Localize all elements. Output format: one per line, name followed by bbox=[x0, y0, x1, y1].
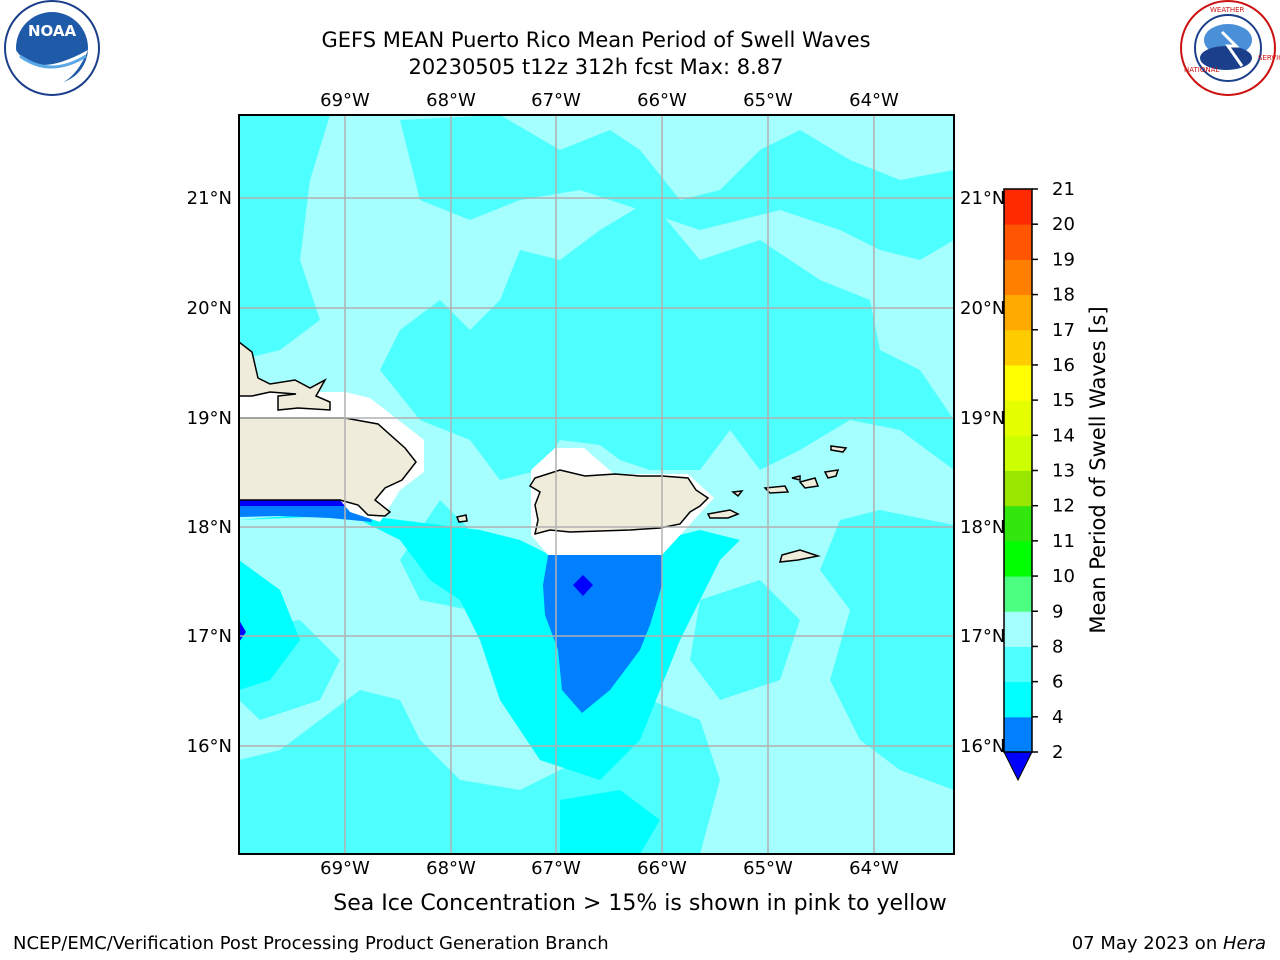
lon-label: 67°W bbox=[531, 90, 581, 111]
lat-label: 16°N bbox=[960, 736, 1005, 757]
lon-label: 69°W bbox=[320, 858, 370, 879]
lon-label: 69°W bbox=[320, 90, 370, 111]
swell-contour-dark bbox=[543, 555, 662, 713]
lat-label: 20°N bbox=[960, 298, 1005, 319]
colorbar-tick-label: 11 bbox=[1052, 531, 1075, 552]
vieques-land bbox=[706, 509, 740, 519]
lon-label: 65°W bbox=[743, 90, 793, 111]
lon-label: 68°W bbox=[426, 858, 476, 879]
lat-label: 21°N bbox=[960, 188, 1005, 209]
footer-date: 07 May 2023 on Hera bbox=[1072, 933, 1266, 954]
colorbar-segment bbox=[1004, 294, 1032, 331]
lat-label: 19°N bbox=[187, 408, 232, 429]
colorbar-tick-label: 16 bbox=[1052, 355, 1075, 376]
footer-date-text: 07 May 2023 on bbox=[1071, 933, 1223, 954]
colorbar-tick-label: 20 bbox=[1052, 214, 1075, 235]
lat-label: 21°N bbox=[187, 188, 232, 209]
lat-label: 17°N bbox=[960, 626, 1005, 647]
puerto-rico-land bbox=[528, 469, 710, 536]
noaa-logo-text: NOAA bbox=[28, 22, 77, 40]
colorbar-segment bbox=[1004, 189, 1032, 225]
colorbar-tick-label: 4 bbox=[1052, 707, 1063, 728]
lat-label: 17°N bbox=[187, 626, 232, 647]
colorbar-segment bbox=[1004, 364, 1032, 401]
hispaniola-land bbox=[239, 341, 417, 517]
swell-contour-dark-west bbox=[239, 502, 372, 522]
noaa-logo: NOAA bbox=[4, 0, 100, 96]
colorbar-tick-label: 8 bbox=[1052, 636, 1063, 657]
map-frame bbox=[238, 114, 955, 855]
map-grid bbox=[239, 115, 954, 854]
colorbar-segment bbox=[1004, 470, 1032, 507]
lat-label: 20°N bbox=[187, 298, 232, 319]
lon-label: 64°W bbox=[849, 90, 899, 111]
lon-label: 67°W bbox=[531, 858, 581, 879]
colorbar-extend-arrow bbox=[1003, 751, 1033, 782]
lon-label: 66°W bbox=[637, 90, 687, 111]
colorbar-tick-label: 10 bbox=[1052, 566, 1075, 587]
colorbar-tick-label: 15 bbox=[1052, 390, 1075, 411]
sea-ice-caption: Sea Ice Concentration > 15% is shown in … bbox=[333, 891, 947, 916]
colorbar-segment bbox=[1004, 716, 1032, 753]
colorbar-label: Mean Period of Swell Waves [s] bbox=[1086, 306, 1110, 633]
lon-label: 64°W bbox=[849, 858, 899, 879]
virgin-islands-land bbox=[455, 445, 848, 563]
lon-label: 65°W bbox=[743, 858, 793, 879]
colorbar: 2 4 6 8 9 10 11 12 13 14 15 16 17 18 19 20 21 bbox=[1003, 179, 1075, 782]
lat-label: 19°N bbox=[960, 408, 1005, 429]
footer-host: Hera bbox=[1222, 933, 1266, 954]
svg-text:SERVICE: SERVICE bbox=[1258, 54, 1280, 62]
colorbar-tick-label: 21 bbox=[1052, 179, 1075, 200]
chart-title: GEFS MEAN Puerto Rico Mean Period of Swe… bbox=[321, 28, 871, 52]
swell-period-field bbox=[239, 115, 954, 854]
colorbar-tick-label: 12 bbox=[1052, 496, 1075, 517]
colorbar-segment bbox=[1004, 259, 1032, 296]
lat-labels-left: 21°N 20°N 19°N 18°N 17°N 16°N bbox=[187, 188, 232, 757]
colorbar-tick-label: 17 bbox=[1052, 320, 1075, 341]
colorbar-segment bbox=[1004, 224, 1032, 260]
nws-logo: NATIONAL WEATHER SERVICE bbox=[1180, 0, 1280, 96]
colorbar-segment bbox=[1004, 435, 1032, 471]
lon-labels-bottom: 69°W 68°W 67°W 66°W 65°W 64°W bbox=[320, 858, 899, 879]
colorbar-segment bbox=[1004, 400, 1032, 436]
colorbar-tick-label: 14 bbox=[1052, 425, 1075, 446]
chart-subtitle: 20230505 t12z 312h fcst Max: 8.87 bbox=[408, 55, 784, 79]
lat-label: 18°N bbox=[960, 517, 1005, 538]
lat-label: 16°N bbox=[187, 736, 232, 757]
colorbar-segment bbox=[1004, 646, 1032, 683]
lat-labels-right: 21°N 20°N 19°N 18°N 17°N 16°N bbox=[960, 188, 1005, 757]
lat-label: 18°N bbox=[187, 517, 232, 538]
lon-label: 66°W bbox=[637, 858, 687, 879]
colorbar-segment bbox=[1004, 505, 1032, 542]
lon-labels-top: 69°W 68°W 67°W 66°W 65°W 64°W bbox=[320, 90, 899, 111]
colorbar-tick-label: 9 bbox=[1052, 601, 1063, 622]
colorbar-segment bbox=[1004, 540, 1032, 577]
colorbar-segment bbox=[1004, 576, 1032, 612]
colorbar-segment bbox=[1004, 681, 1032, 718]
colorbar-tick-label: 18 bbox=[1052, 285, 1075, 306]
svg-text:WEATHER: WEATHER bbox=[1210, 6, 1245, 14]
colorbar-tick-label: 13 bbox=[1052, 461, 1075, 482]
colorbar-segment bbox=[1004, 611, 1032, 647]
colorbar-tick-label: 19 bbox=[1052, 249, 1075, 270]
colorbar-tick-label: 6 bbox=[1052, 672, 1063, 693]
swell-contour-mid bbox=[239, 115, 954, 720]
lon-label: 68°W bbox=[426, 90, 476, 111]
footer-credit: NCEP/EMC/Verification Post Processing Pr… bbox=[13, 933, 609, 954]
colorbar-segment bbox=[1004, 329, 1032, 366]
svg-text:NATIONAL: NATIONAL bbox=[1184, 66, 1219, 74]
colorbar-tick-label: 2 bbox=[1052, 742, 1063, 763]
